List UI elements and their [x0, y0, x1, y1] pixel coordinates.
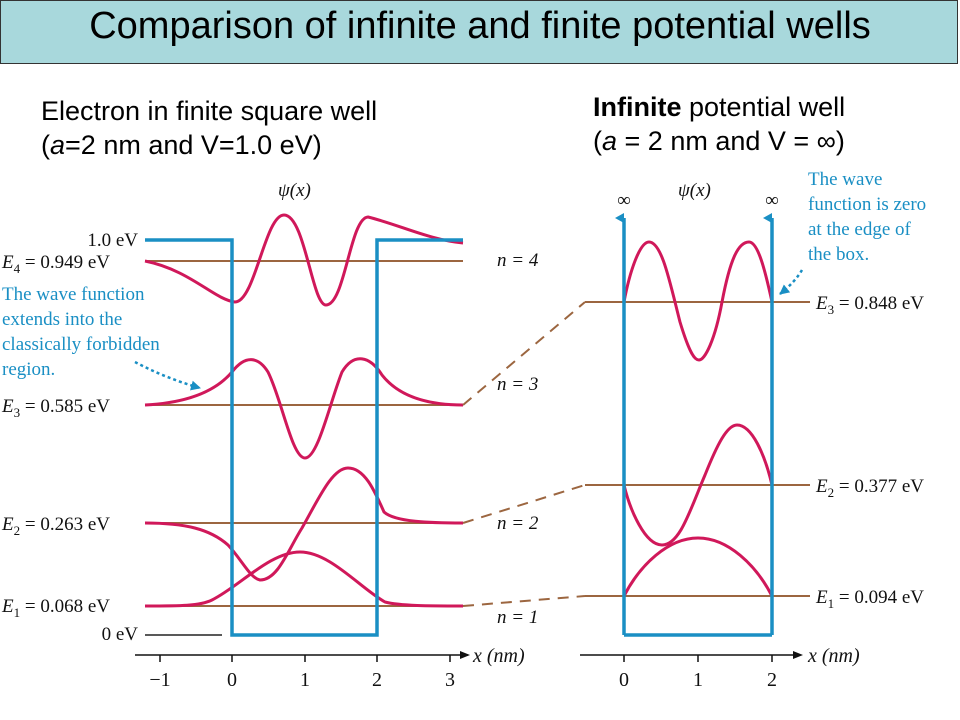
x-axis-label-finite: x (nm) [472, 645, 525, 667]
n-label-2: n = 2 [497, 513, 539, 534]
x-axis-arrow [460, 651, 470, 659]
energy-label-e2: E2 = 0.263 eV [1, 514, 110, 538]
left-heading-line1: Electron in finite square well [41, 96, 378, 126]
x-tick-label: 0 [227, 669, 237, 691]
right-heading-line1: Infinite potential well [593, 90, 845, 124]
n-label-4: n = 4 [497, 250, 539, 271]
finite-annotation: The wave function extends into the class… [2, 284, 201, 391]
right-heading: Infinite potential well (a = 2 nm and V … [593, 90, 845, 158]
psi-label-finite: ψ(x) [278, 180, 311, 201]
annotation-line: function is zero [808, 194, 926, 215]
annotation-arrow [779, 269, 804, 295]
annotation-line: The wave [808, 169, 882, 190]
page-title: Comparison of infinite and finite potent… [89, 5, 871, 47]
infinity-right: ∞ [765, 190, 779, 211]
annotation-line: the box. [808, 244, 869, 265]
annotation-line: region. [2, 359, 55, 380]
connector-n3 [462, 301, 586, 406]
psi-label-infinite: ψ(x) [678, 180, 711, 201]
energy-label-e3: E3 = 0.585 eV [1, 396, 110, 420]
var-a: a [602, 126, 618, 156]
n-label-1: n = 1 [497, 607, 538, 628]
energy-label-e1-inf: E1 = 0.094 eV [815, 587, 924, 611]
finite-well-panel: ψ(x) 1.0 eV E4 = 0.949 eV E3 = 0.585 eV … [1, 180, 586, 691]
infinite-annotation: The wave function is zero at the edge of… [779, 169, 926, 295]
top-energy-label: 1.0 eV [87, 230, 138, 251]
connector-n1 [462, 595, 586, 607]
zero-energy-label: 0 eV [102, 624, 139, 645]
wavefunction-n3 [144, 357, 464, 460]
wavefunction-n3-inf [622, 240, 774, 362]
paren: ( [593, 126, 602, 156]
annotation-line: The wave function [2, 284, 145, 305]
energy-label-e1: E1 = 0.068 eV [1, 596, 110, 620]
x-tick-label: 1 [300, 669, 310, 691]
n-label-3: n = 3 [497, 374, 538, 395]
connector-n2 [462, 484, 586, 524]
infinite-word: Infinite [593, 92, 682, 122]
wavefunction-n2 [144, 466, 464, 582]
wavefunction-n2-inf [622, 423, 774, 547]
params: =2 nm and V=1.0 eV) [65, 130, 322, 160]
energy-label-e4: E4 = 0.949 eV [1, 252, 110, 276]
left-heading-line2: (a=2 nm and V=1.0 eV) [41, 128, 377, 162]
x-axis-arrow [793, 651, 803, 659]
right-heading-line2: (a = 2 nm and V = ∞) [593, 124, 845, 158]
paren: ( [41, 130, 50, 160]
annotation-line: at the edge of [808, 219, 912, 240]
x-tick-label: 3 [445, 669, 455, 691]
wavefunction-n1-inf [622, 536, 774, 597]
x-tick-label: 1 [693, 669, 703, 691]
annotation-arrow [134, 360, 201, 391]
var-a: a [50, 130, 66, 160]
infinity-left: ∞ [617, 190, 631, 211]
finite-well-outline [145, 238, 463, 637]
annotation-line: classically forbidden [2, 334, 160, 355]
annotation-line: extends into the [2, 309, 122, 330]
left-heading: Electron in finite square well (a=2 nm a… [41, 94, 377, 162]
x-tick-label: −1 [149, 669, 170, 691]
energy-label-e2-inf: E2 = 0.377 eV [815, 476, 924, 500]
title-bar: Comparison of infinite and finite potent… [0, 0, 958, 64]
x-tick-label: 2 [372, 669, 382, 691]
energy-label-e3-inf: E3 = 0.848 eV [815, 293, 924, 317]
x-tick-label: 0 [619, 669, 629, 691]
x-tick-label: 2 [767, 669, 777, 691]
x-axis-label-infinite: x (nm) [807, 645, 860, 667]
wavefunction-n1 [144, 550, 464, 608]
heading-rest: potential well [681, 92, 846, 122]
infinite-well-panel: ∞ ∞ ψ(x) E3 = 0.848 eV E2 = 0.377 eV E1 … [580, 169, 926, 691]
params: = 2 nm and V = ∞) [617, 126, 845, 156]
